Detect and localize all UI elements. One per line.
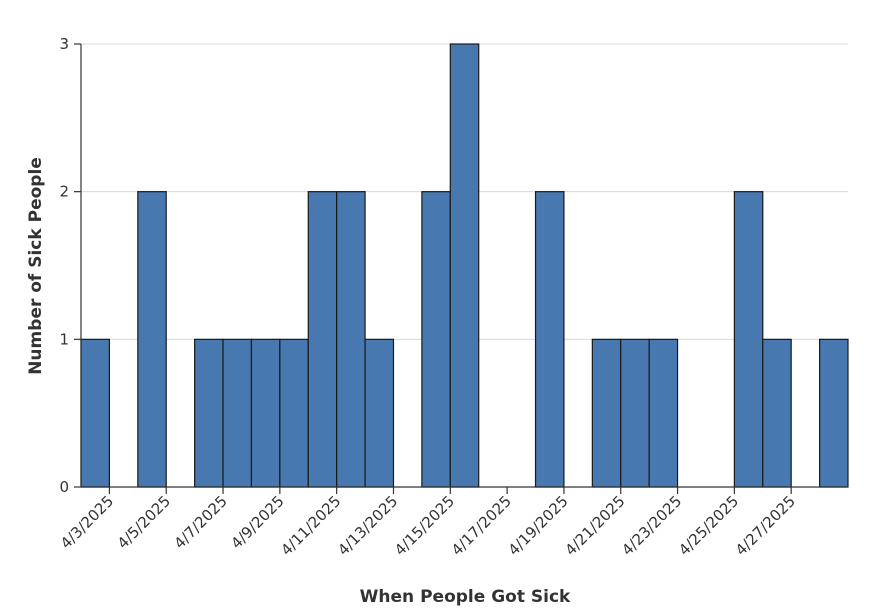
x-tick-label: 4/13/2025: [334, 492, 401, 559]
histogram-bar: [733, 191, 764, 488]
x-tick-label: 4/3/2025: [57, 492, 117, 552]
histogram-bar: [364, 338, 395, 488]
y-tick-label: 3: [59, 35, 69, 53]
x-tick-label: 4/9/2025: [227, 492, 287, 552]
histogram-bar: [762, 338, 792, 488]
x-tick-label: 4/7/2025: [170, 492, 230, 552]
histogram-bar: [194, 338, 224, 488]
histogram-bar: [137, 191, 167, 488]
histogram-bar: [648, 338, 679, 488]
histogram-bar: [307, 191, 338, 488]
y-tick-label: 1: [59, 330, 69, 348]
y-axis-title: Number of Sick People: [26, 157, 46, 375]
histogram-bar: [534, 191, 565, 488]
histogram-bar: [591, 338, 622, 488]
x-tick-label: 4/19/2025: [505, 492, 572, 559]
histogram-bar: [80, 338, 111, 488]
x-tick-label: 4/27/2025: [732, 492, 799, 559]
x-tick-label: 4/23/2025: [618, 492, 685, 559]
histogram-bar: [222, 338, 253, 488]
histogram-bar: [336, 191, 366, 488]
y-axis-ticks: 0 1 2 3: [59, 35, 81, 496]
x-tick-label: 4/21/2025: [561, 492, 628, 559]
histogram-bar: [449, 43, 480, 488]
x-tick-label: 4/11/2025: [277, 492, 344, 559]
bars: [80, 43, 849, 488]
x-tick-label: 4/25/2025: [675, 492, 742, 559]
y-tick-label: 0: [59, 478, 69, 496]
x-axis-title: When People Got Sick: [360, 587, 571, 607]
histogram-bar: [279, 338, 309, 488]
histogram-bar: [250, 338, 281, 488]
x-tick-label: 4/15/2025: [391, 492, 458, 559]
x-tick-label: 4/5/2025: [114, 492, 174, 552]
y-tick-label: 2: [59, 183, 69, 201]
histogram-bar: [421, 191, 451, 488]
x-axis-ticks: 4/3/20254/5/20254/7/20254/9/20254/11/202…: [57, 487, 799, 559]
histogram-bar: [818, 338, 849, 488]
x-tick-label: 4/17/2025: [448, 492, 515, 559]
axes: [80, 44, 848, 488]
histogram-bar: [620, 338, 650, 488]
